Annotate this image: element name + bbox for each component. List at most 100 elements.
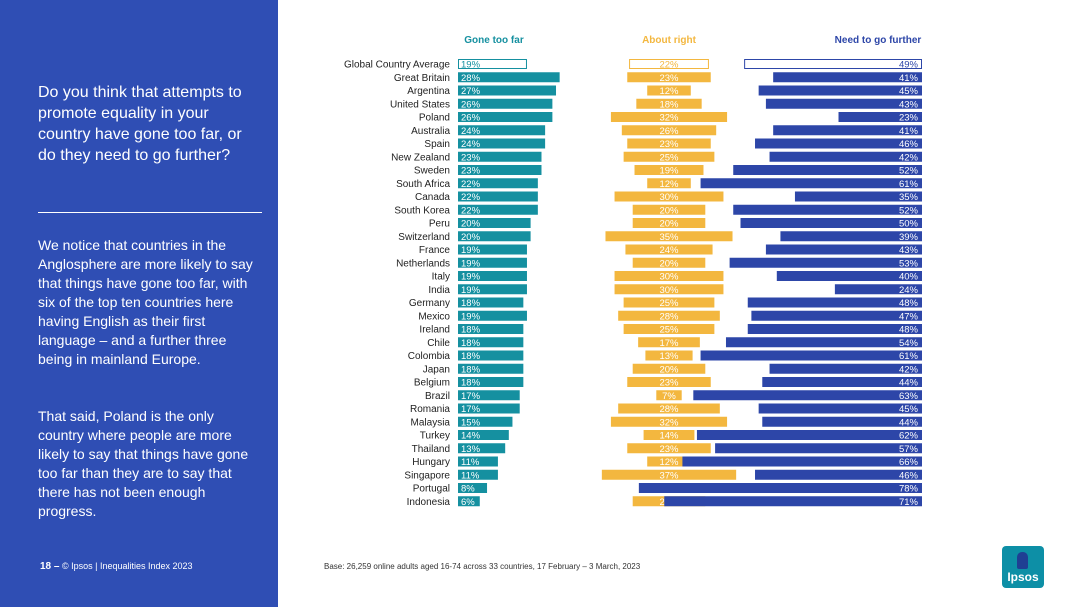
data-label: 28% <box>659 311 679 322</box>
data-label: 37% <box>659 470 679 481</box>
bar-about-right <box>629 59 709 69</box>
country-label: Australia <box>411 126 450 137</box>
bar-row: Turkey 14% 14% 62% <box>420 430 922 442</box>
bar-need-to-go-further <box>664 496 922 507</box>
bar-gone-too-far <box>458 85 557 96</box>
bar-need-to-go-further <box>755 469 922 480</box>
data-label: 25% <box>659 152 679 163</box>
country-label: Argentina <box>407 86 450 97</box>
country-label: Ireland <box>419 325 450 336</box>
bar-about-right <box>632 218 706 228</box>
bar-about-right <box>627 138 711 149</box>
data-label: 19% <box>659 166 679 177</box>
bar-gone-too-far <box>458 125 546 136</box>
data-label: 22% <box>461 205 481 216</box>
data-label: 23% <box>461 166 481 177</box>
data-label: 71% <box>899 497 919 508</box>
bar-about-right <box>621 125 717 136</box>
country-label: Colombia <box>408 351 451 362</box>
data-label: 54% <box>899 338 919 349</box>
bar-need-to-go-further <box>765 244 922 255</box>
data-label: 52% <box>899 166 919 177</box>
bar-gone-too-far <box>458 151 542 162</box>
data-label: 24% <box>461 139 481 150</box>
country-label: South Korea <box>394 205 450 216</box>
data-label: 24% <box>659 245 679 256</box>
country-label: Malaysia <box>411 417 451 428</box>
data-label: 41% <box>899 73 919 84</box>
data-label: 26% <box>659 126 679 137</box>
data-label: 57% <box>899 444 919 455</box>
data-label: 42% <box>899 152 919 163</box>
bar-gone-too-far <box>458 297 524 308</box>
bar-gone-too-far <box>458 496 480 507</box>
bar-about-right <box>636 98 702 109</box>
bar-row: Malaysia 15% 32% 44% <box>411 416 922 428</box>
bar-row: Switzerland 20% 35% 39% <box>398 231 922 243</box>
bar-row: Global Country Average 19% 22% 49% <box>344 59 922 71</box>
bar-need-to-go-further <box>769 363 922 374</box>
footer-copyright: © Ipsos | Inequalities Index 2023 <box>61 561 193 571</box>
bar-about-right <box>625 244 713 255</box>
data-label: 32% <box>659 417 679 428</box>
bar-row: South Africa 22% 12% 61% <box>396 178 922 190</box>
bar-need-to-go-further <box>696 430 922 440</box>
data-label: 53% <box>899 258 919 269</box>
data-label: 61% <box>899 179 919 190</box>
bar-row: Singapore 11% 37% 46% <box>404 469 922 481</box>
bar-need-to-go-further <box>729 257 922 268</box>
data-label: 24% <box>899 285 919 296</box>
data-label: 46% <box>899 470 919 481</box>
bar-need-to-go-further <box>838 112 922 122</box>
data-label: 18% <box>461 298 481 309</box>
data-label: 12% <box>659 179 679 190</box>
data-label: 30% <box>659 272 679 283</box>
bar-row: Canada 22% 30% 35% <box>415 191 922 203</box>
bar-need-to-go-further <box>700 350 922 361</box>
bar-need-to-go-further <box>747 324 922 334</box>
data-label: 48% <box>899 298 919 309</box>
bar-row: Australia 24% 26% 41% <box>411 125 922 137</box>
country-label: Singapore <box>404 470 450 481</box>
bar-gone-too-far <box>458 204 538 215</box>
bar-gone-too-far <box>458 483 488 493</box>
data-label: 40% <box>899 272 919 283</box>
bar-row: Sweden 23% 19% 52% <box>414 165 922 177</box>
bar-about-right <box>632 363 706 374</box>
logo-wordmark: Ipsos <box>1007 570 1039 584</box>
data-label: 23% <box>659 139 679 150</box>
bar-need-to-go-further <box>834 284 922 295</box>
bar-about-right <box>632 257 706 268</box>
data-label: 62% <box>899 431 919 442</box>
data-label: 22% <box>659 60 679 71</box>
bar-need-to-go-further <box>765 98 922 109</box>
data-label: 44% <box>899 417 919 428</box>
country-label: Germany <box>409 298 450 309</box>
bar-row: Mexico 19% 28% 47% <box>418 310 922 322</box>
data-label: 43% <box>899 245 919 256</box>
data-label: 23% <box>659 378 679 389</box>
bar-gone-too-far <box>458 178 538 189</box>
data-label: 63% <box>899 391 919 402</box>
country-label: New Zealand <box>391 152 450 163</box>
data-label: 22% <box>461 179 481 190</box>
data-label: 30% <box>659 285 679 296</box>
data-label: 11% <box>461 470 480 481</box>
country-label: Poland <box>419 113 450 124</box>
bar-row: Spain 24% 23% 46% <box>424 138 922 150</box>
bar-row: Netherlands 19% 20% 53% <box>396 257 922 269</box>
bar-need-to-go-further <box>682 456 922 467</box>
country-label: Peru <box>429 219 450 230</box>
country-label: France <box>419 245 451 256</box>
data-label: 12% <box>659 457 679 468</box>
bar-row: Great Britain 28% 23% 41% <box>394 72 922 84</box>
data-label: 66% <box>899 457 919 468</box>
bar-about-right <box>643 430 695 440</box>
bar-need-to-go-further <box>755 138 922 149</box>
data-label: 25% <box>659 325 679 336</box>
data-label: 18% <box>461 378 481 389</box>
bar-about-right <box>647 178 691 189</box>
bar-gone-too-far <box>458 456 498 467</box>
data-label: 28% <box>659 404 679 415</box>
data-label: 47% <box>899 311 919 322</box>
